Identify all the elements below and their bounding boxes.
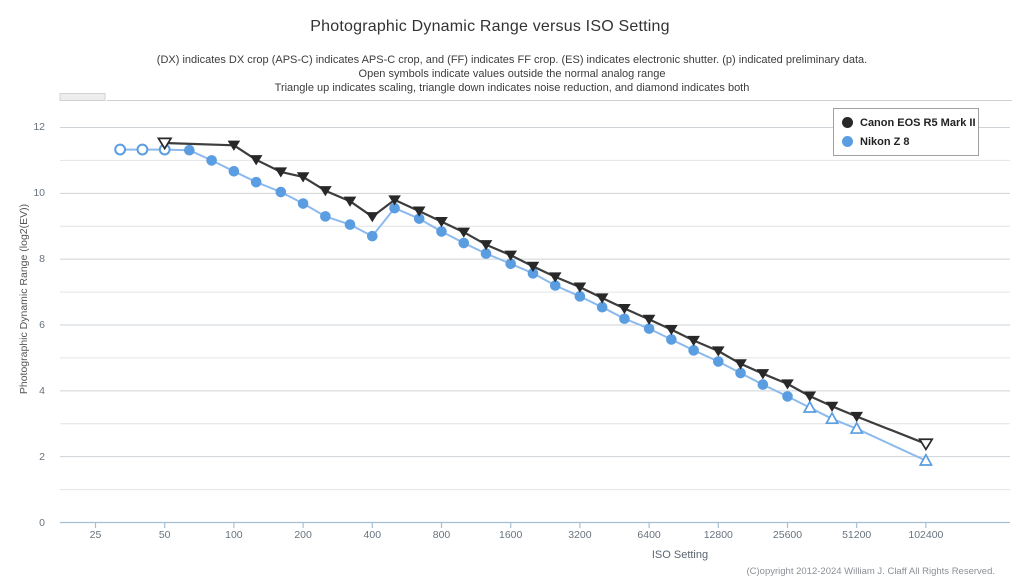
series-nikon-z-8 — [114, 143, 933, 466]
legend-label-canon: Canon EOS R5 Mark II — [860, 116, 976, 129]
x-tick-label: 25 — [89, 529, 102, 541]
x-tick-label: 800 — [432, 529, 451, 541]
y-tick-label: 10 — [33, 187, 45, 200]
y-tick-label: 12 — [33, 121, 45, 134]
x-axis-title: ISO Setting — [651, 549, 709, 561]
gridlines — [60, 126, 1010, 491]
chart-subtitle-line-3: Triangle up indicates scaling, triangle … — [274, 82, 750, 94]
copyright-note: (C)opyright 2012-2024 William J. Claff A… — [746, 566, 995, 577]
chart-title: Photographic Dynamic Range versus ISO Se… — [310, 18, 670, 35]
y-tick-label: 2 — [39, 450, 45, 463]
x-tick-label: 1600 — [499, 529, 523, 541]
legend-label-nikon: Nikon Z 8 — [860, 135, 910, 148]
x-tick-label: 400 — [363, 529, 382, 541]
nikon-series-marker-icon — [842, 136, 853, 147]
x-tick-label: 50 — [158, 529, 171, 541]
plot-top-left-notch — [59, 93, 106, 101]
chart-subtitle-line-1: (DX) indicates DX crop (APS-C) indicates… — [156, 54, 868, 66]
y-tick-label: 6 — [39, 318, 45, 331]
x-tick-label: 102400 — [908, 529, 944, 539]
x-tick-label: 100 — [225, 529, 243, 541]
legend: Canon EOS R5 Mark II Nikon Z 8 — [833, 108, 979, 156]
x-tick-label: 51200 — [842, 529, 872, 539]
canon-series-marker-icon — [842, 117, 853, 128]
x-axis — [60, 521, 1010, 528]
y-tick-label: 8 — [39, 253, 45, 266]
y-axis-title: Photographic Dynamic Range (log2(EV)) — [18, 203, 30, 395]
y-tick-label: 4 — [39, 384, 45, 397]
legend-item-canon: Canon EOS R5 Mark II — [842, 113, 976, 132]
x-tick-label: 12800 — [703, 529, 733, 541]
x-tick-label: 3200 — [568, 529, 592, 541]
legend-item-nikon: Nikon Z 8 — [842, 132, 972, 151]
series-canon-eos-r5-mark-ii — [156, 137, 934, 452]
x-tick-label: 200 — [294, 529, 312, 541]
x-tick-label: 25600 — [772, 529, 803, 539]
chart-subtitle-line-2: Open symbols indicate values outside the… — [358, 68, 666, 80]
y-tick-label: 0 — [39, 516, 45, 529]
x-tick-label: 6400 — [637, 529, 661, 541]
